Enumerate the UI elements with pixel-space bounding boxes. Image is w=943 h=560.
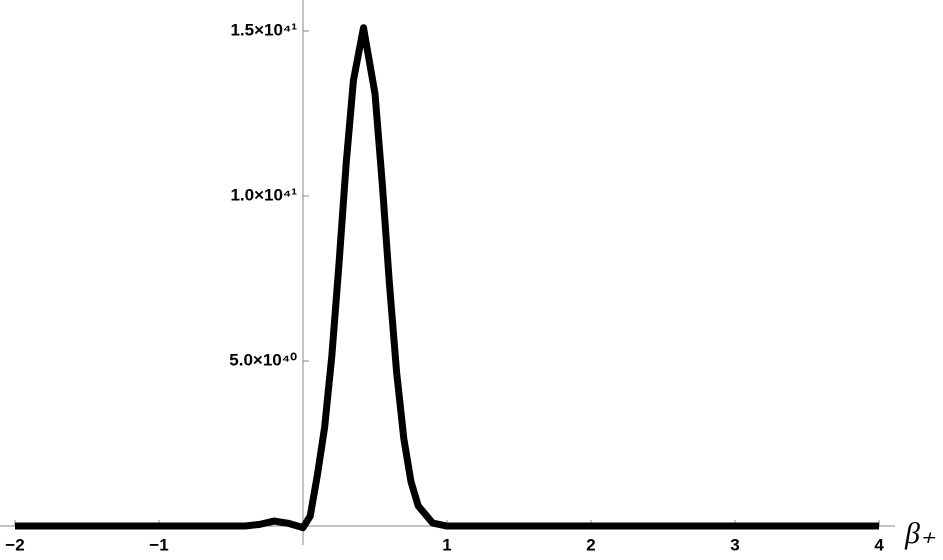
x-tick-label: −2 bbox=[5, 535, 24, 554]
x-axis-label: β₊ bbox=[904, 517, 936, 550]
x-tick-label: 1 bbox=[442, 535, 451, 554]
x-tick-label: −1 bbox=[149, 535, 168, 554]
data-line bbox=[14, 24, 880, 532]
x-tick-label: 2 bbox=[586, 535, 595, 554]
y-tick-label: 1.0×10⁴¹ bbox=[230, 186, 297, 205]
y-tick-label: 1.5×10⁴¹ bbox=[230, 21, 297, 40]
x-tick-label: 4 bbox=[874, 535, 884, 554]
y-tick-label: 5.0×10⁴⁰ bbox=[229, 350, 297, 369]
x-tick-label: 3 bbox=[730, 535, 739, 554]
